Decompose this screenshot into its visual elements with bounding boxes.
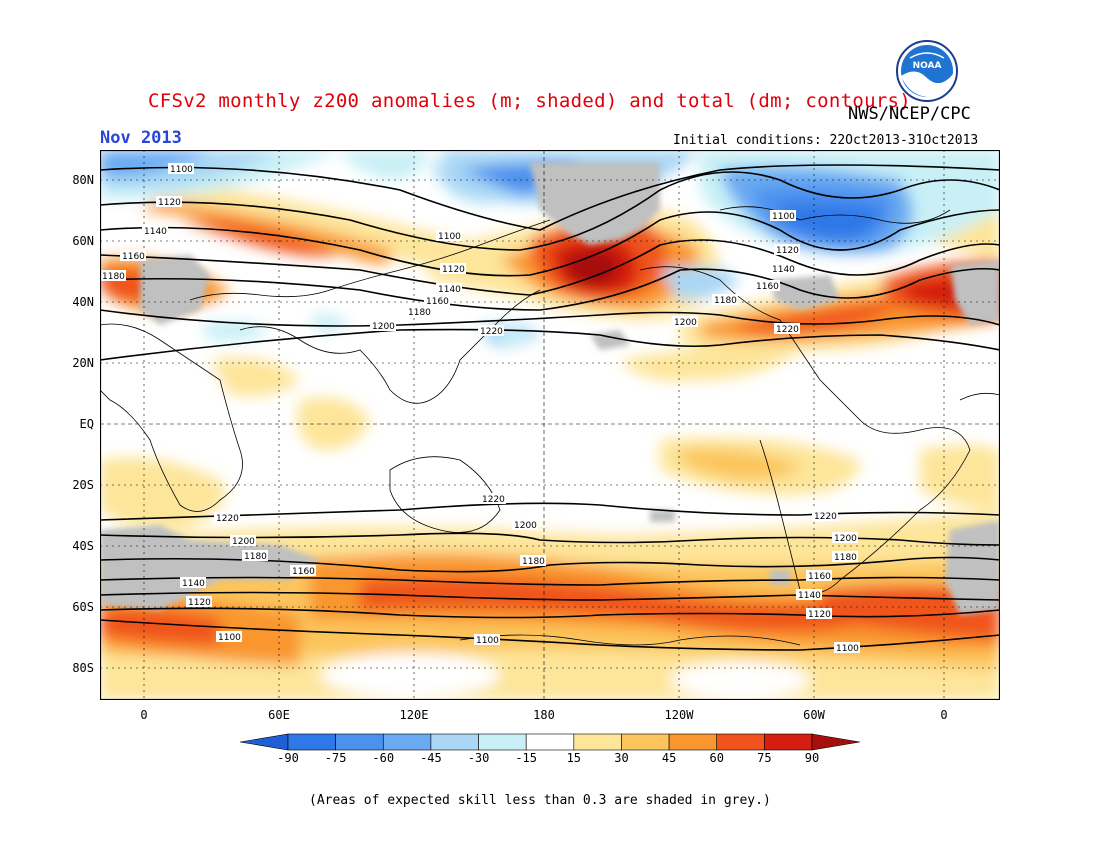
contour-label: 1100	[836, 644, 859, 654]
contour-label: 1220	[482, 495, 505, 505]
contour-label: 1140	[182, 579, 205, 589]
lon-label: 0	[940, 708, 948, 722]
contour-label: 1220	[814, 512, 837, 522]
lat-label: 60N	[72, 234, 94, 248]
colorbar-cell	[382, 733, 432, 751]
noaa-logo-text: NOAA	[913, 61, 942, 71]
skill-footnote: (Areas of expected skill less than 0.3 a…	[309, 793, 771, 808]
contour-label: 1140	[798, 591, 821, 601]
forecast-period: Nov 2013	[100, 128, 182, 148]
contour-label: 1220	[480, 327, 503, 337]
contour-label: 1200	[674, 318, 697, 328]
colorbar-cell	[240, 733, 289, 751]
contour-label: 1120	[158, 198, 181, 208]
contour-label: 1100	[772, 212, 795, 222]
colorbar-cell	[668, 733, 718, 751]
lat-label: 80N	[72, 173, 94, 187]
lat-label: 20S	[72, 478, 94, 492]
contour-label: 1200	[232, 537, 255, 547]
lon-label: 60W	[803, 708, 825, 722]
colorbar-tick-label: 90	[804, 751, 820, 765]
contour-label: 1200	[514, 521, 537, 531]
lon-label: 0	[140, 708, 148, 722]
anomaly-map: 1100 1120 1140 1160 1180 1100 1120 1140 …	[100, 150, 1000, 700]
lon-label: 120E	[399, 708, 429, 722]
contour-label: 1220	[776, 325, 799, 335]
contour-label: 1140	[438, 285, 461, 295]
colorbar-tick-label: -30	[467, 751, 490, 765]
contour-label: 1120	[442, 265, 465, 275]
colorbar-cell	[621, 733, 670, 751]
contour-label: 1200	[834, 534, 857, 544]
lon-label: 180	[533, 708, 555, 722]
contour-label: 1100	[476, 636, 499, 646]
lat-label: 20N	[72, 356, 94, 370]
contour-label: 1160	[292, 567, 315, 577]
contour-label: 1200	[372, 322, 395, 332]
colorbar-tick-label: 30	[614, 751, 629, 765]
contour-label: 1180	[714, 296, 737, 306]
colorbar-cell	[811, 733, 860, 751]
colorbar-cell	[478, 733, 527, 751]
colorbar-tick-label: 75	[757, 751, 772, 765]
colorbar-tick-label: -90	[277, 751, 299, 765]
contour-label: 1180	[408, 308, 431, 318]
contour-label: 1140	[144, 227, 167, 237]
colorbar	[240, 733, 860, 751]
contour-label: 1100	[218, 633, 241, 643]
map-frame	[100, 150, 1000, 700]
contour-label: 1160	[756, 282, 779, 292]
noaa-logo: NOAA	[896, 40, 958, 102]
colorbar-cell	[573, 733, 622, 751]
contour-label: 1140	[772, 265, 795, 275]
initial-conditions: Initial conditions: 22Oct2013-31Oct2013	[673, 133, 979, 148]
colorbar-cell	[525, 733, 575, 751]
z200-contours	[100, 164, 1000, 651]
contour-label: 1120	[808, 610, 831, 620]
lon-label: 60E	[268, 708, 290, 722]
low-skill-mask	[100, 162, 1000, 615]
contour-labels: 1100 1120 1140 1160 1180 1100 1120 1140 …	[100, 163, 860, 654]
lat-label: 80S	[72, 661, 94, 675]
colorbar-tick-label: 45	[661, 751, 677, 765]
contour-label: 1120	[188, 598, 211, 608]
colorbar-tick-label: -60	[372, 751, 395, 765]
contour-label: 1180	[834, 553, 857, 563]
lon-label: 120W	[664, 708, 694, 722]
map-title: CFSv2 monthly z200 anomalies (m; shaded)…	[148, 90, 912, 112]
colorbar-tick-label: -75	[324, 751, 347, 765]
colorbar-cell	[335, 733, 384, 751]
colorbar-tick-label: 60	[709, 751, 724, 765]
contour-label: 1100	[170, 165, 193, 175]
lat-label: 40S	[72, 539, 94, 553]
contour-label: 1180	[522, 557, 545, 567]
contour-label: 1180	[102, 272, 125, 282]
colorbar-tick-label: -15	[515, 751, 538, 765]
colorbar-cell	[716, 733, 765, 751]
contour-label: 1160	[808, 572, 831, 582]
colorbar-cell	[430, 733, 479, 751]
colorbar-cell	[764, 733, 813, 751]
colorbar-tick-label: 15	[566, 751, 582, 765]
lat-label: 40N	[72, 295, 94, 309]
agency-credit: NWS/NCEP/CPC	[848, 104, 971, 124]
colorbar-cell	[287, 733, 336, 751]
contour-label: 1220	[216, 514, 239, 524]
contour-label: 1120	[776, 246, 799, 256]
contour-label: 1180	[244, 552, 267, 562]
lat-label: EQ	[79, 417, 94, 431]
colorbar-tick-label: -45	[420, 751, 442, 765]
contour-label: 1160	[122, 252, 145, 262]
contour-label: 1160	[426, 297, 449, 307]
lat-label: 60S	[72, 600, 94, 614]
contour-label: 1100	[438, 232, 461, 242]
